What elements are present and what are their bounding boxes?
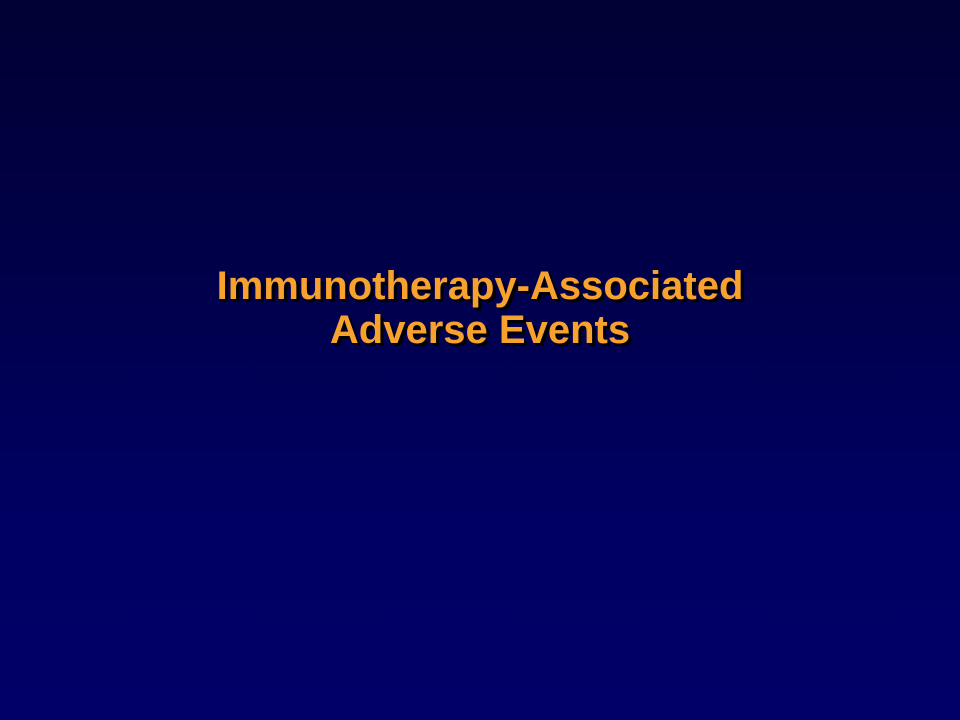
slide-title: Immunotherapy-Associated Adverse Events [0,264,960,352]
slide-title-line-2: Adverse Events [329,308,631,352]
slide-title-line-1: Immunotherapy-Associated [216,264,744,308]
